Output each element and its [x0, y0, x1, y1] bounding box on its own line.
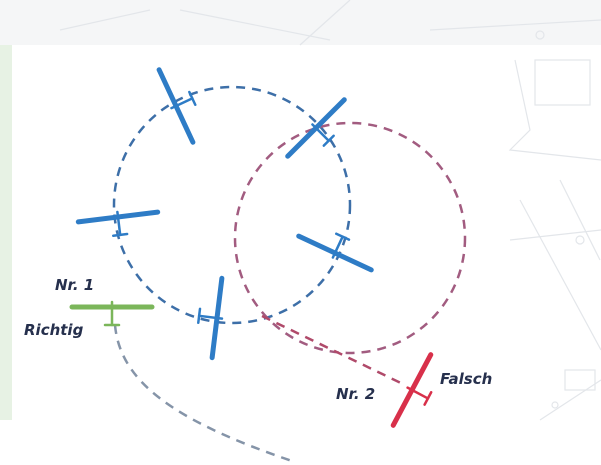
label-falsch: Falsch	[440, 370, 492, 388]
diagram: Nr. 1 Richtig Nr. 2 Falsch	[0, 0, 601, 465]
glider-green	[72, 302, 152, 325]
label-richtig: Richtig	[24, 321, 84, 339]
blue-gliders	[78, 62, 379, 358]
glider	[297, 220, 379, 275]
glider	[284, 96, 357, 169]
label-nr1: Nr. 1	[55, 276, 94, 294]
glider-red	[389, 352, 447, 433]
glider	[78, 207, 160, 240]
path-red	[262, 316, 405, 385]
path-grey	[115, 325, 295, 462]
thermal-circle-blue	[114, 87, 350, 323]
map-background	[0, 0, 601, 420]
glider	[155, 62, 210, 144]
side-band	[0, 45, 12, 420]
glider	[194, 276, 227, 358]
label-nr2: Nr. 2	[336, 385, 375, 403]
